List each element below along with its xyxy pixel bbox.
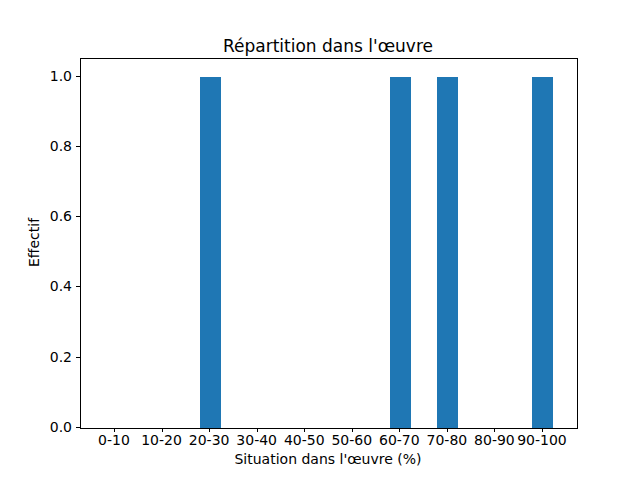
y-tick-label: 1.0	[12, 69, 72, 83]
y-tick-mark	[76, 427, 80, 428]
x-tick-label: 30-40	[236, 433, 277, 448]
bar-60-70	[390, 77, 411, 428]
y-tick-mark	[76, 216, 80, 217]
x-tick-label: 20-30	[189, 433, 230, 448]
y-tick-label: 0.6	[12, 209, 72, 223]
y-tick-mark	[76, 146, 80, 147]
x-tick-label: 80-90	[474, 433, 515, 448]
x-tick-label: 90-100	[517, 433, 567, 448]
y-axis-label: Effectif	[26, 218, 42, 267]
y-tick-mark	[76, 357, 80, 358]
x-tick-label: 50-60	[331, 433, 372, 448]
x-tick-label: 70-80	[427, 433, 468, 448]
y-tick-label: 0.4	[12, 279, 72, 293]
x-tick-label: 60-70	[379, 433, 420, 448]
y-tick-label: 0.0	[12, 420, 72, 434]
plot-area	[80, 58, 578, 429]
x-tick-label: 0-10	[98, 433, 130, 448]
chart-title: Répartition dans l'œuvre	[80, 36, 576, 56]
y-tick-label: 0.8	[12, 139, 72, 153]
x-tick-label: 10-20	[141, 433, 182, 448]
x-tick-label: 40-50	[284, 433, 325, 448]
bar-20-30	[200, 77, 221, 428]
bar-70-80	[437, 77, 458, 428]
y-tick-label: 0.2	[12, 350, 72, 364]
matplotlib-figure: Répartition dans l'œuvre Effectif 0.0 0.2…	[0, 0, 640, 480]
y-tick-mark	[76, 286, 80, 287]
bar-90-100	[532, 77, 553, 428]
y-tick-mark	[76, 76, 80, 77]
x-axis-label: Situation dans l'œuvre (%)	[80, 451, 576, 467]
bar-series	[81, 59, 577, 428]
